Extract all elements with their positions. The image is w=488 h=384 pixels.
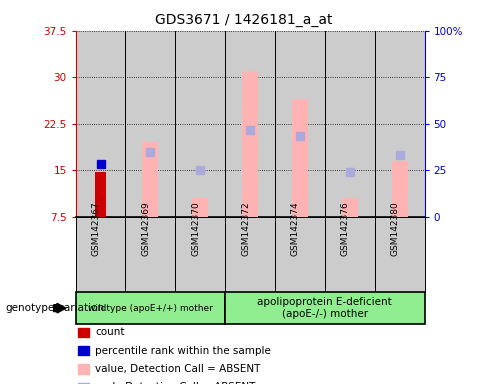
Bar: [392, 161, 407, 217]
Text: GSM142369: GSM142369: [142, 201, 150, 256]
Bar: [375, 31, 425, 217]
Bar: [142, 142, 159, 217]
Text: GSM142380: GSM142380: [390, 201, 400, 256]
Text: GSM142370: GSM142370: [191, 201, 200, 256]
Bar: [242, 71, 258, 217]
Bar: [192, 199, 208, 217]
Text: GSM142374: GSM142374: [291, 201, 300, 255]
Text: wildtype (apoE+/+) mother: wildtype (apoE+/+) mother: [88, 304, 213, 313]
Text: GSM142372: GSM142372: [241, 201, 250, 255]
Bar: [342, 199, 358, 217]
Bar: [275, 31, 325, 217]
Bar: [292, 99, 308, 217]
Text: apolipoprotein E-deficient
(apoE-/-) mother: apolipoprotein E-deficient (apoE-/-) mot…: [258, 297, 392, 319]
Bar: [125, 31, 175, 217]
Text: rank, Detection Call = ABSENT: rank, Detection Call = ABSENT: [95, 382, 256, 384]
Text: GDS3671 / 1426181_a_at: GDS3671 / 1426181_a_at: [155, 13, 333, 27]
Bar: [225, 31, 275, 217]
Text: genotype/variation: genotype/variation: [5, 303, 104, 313]
Bar: [175, 31, 225, 217]
Bar: [95, 172, 106, 217]
Bar: [325, 31, 375, 217]
Text: GSM142367: GSM142367: [92, 201, 101, 256]
Text: percentile rank within the sample: percentile rank within the sample: [95, 346, 271, 356]
Text: value, Detection Call = ABSENT: value, Detection Call = ABSENT: [95, 364, 261, 374]
Text: count: count: [95, 327, 124, 337]
Bar: [76, 31, 125, 217]
Text: GSM142376: GSM142376: [341, 201, 350, 256]
